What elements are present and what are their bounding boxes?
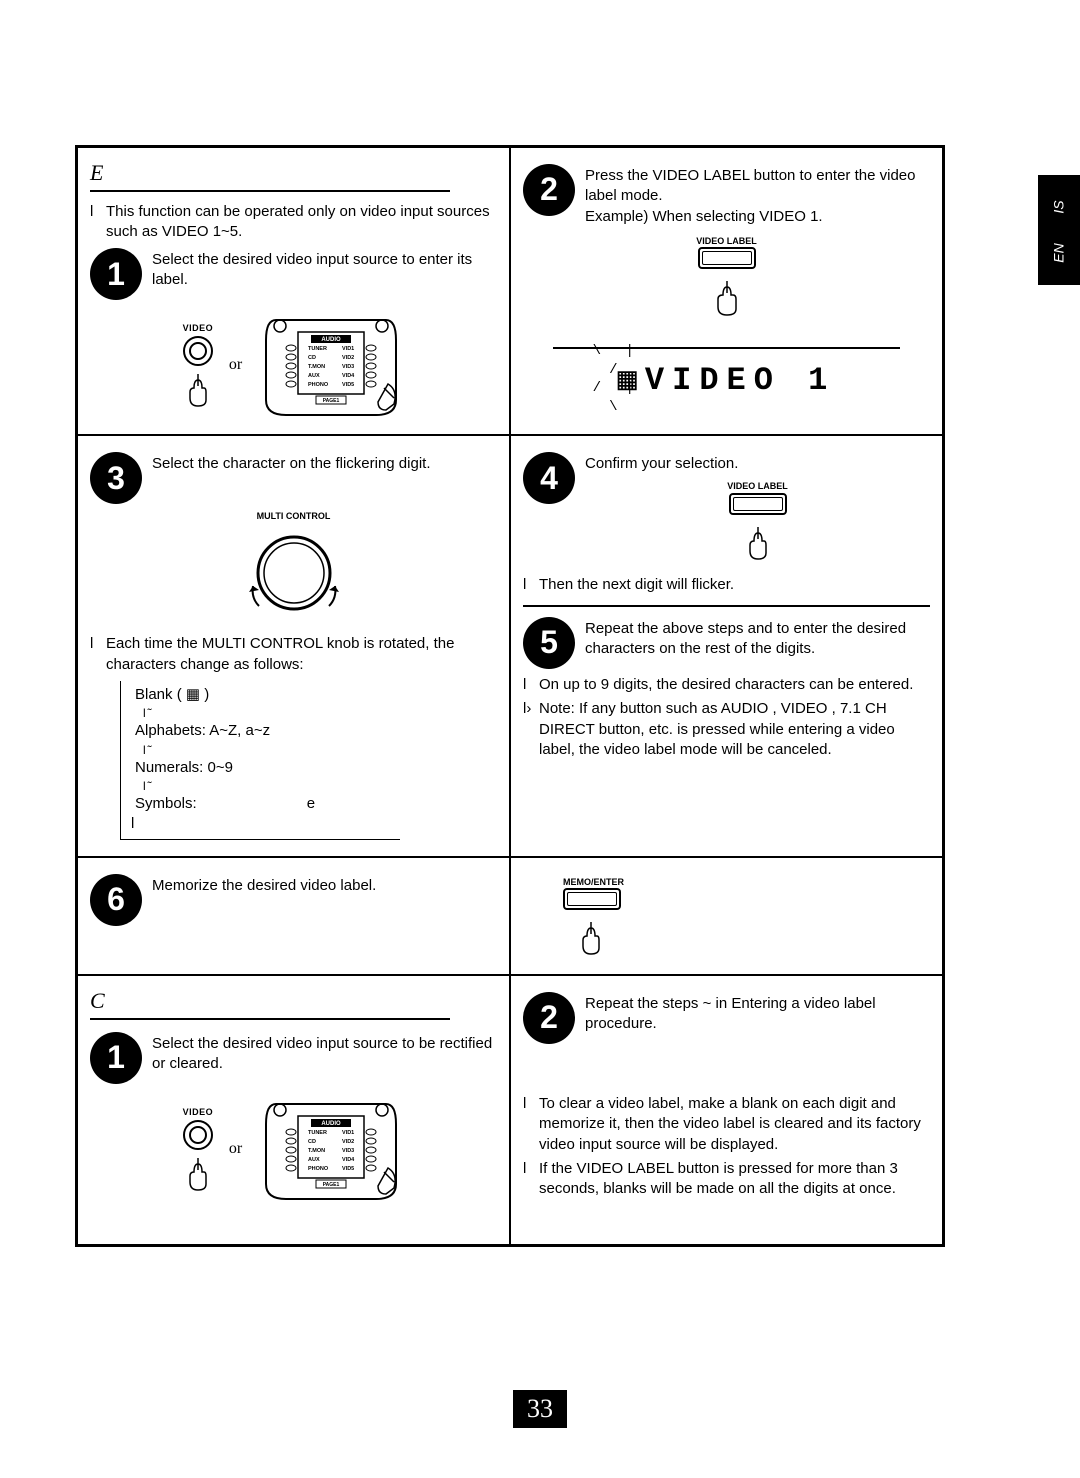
- svg-text:VID5: VID5: [342, 1166, 354, 1172]
- video-button-icon: [181, 1118, 215, 1152]
- cell-step6-right: MEMO/ENTER: [510, 857, 943, 975]
- cell-step3: 3 Select the character on the flickering…: [77, 435, 510, 856]
- step-6-badge: 6: [90, 874, 142, 926]
- svg-text:PAGE1: PAGE1: [323, 1182, 340, 1188]
- svg-text:CD: CD: [308, 1139, 316, 1145]
- svg-text:VID5: VID5: [342, 382, 354, 388]
- page-number: 33: [513, 1390, 567, 1428]
- lang-is: IS: [1051, 200, 1067, 213]
- step-1-text: Select the desired video input source to…: [152, 248, 497, 300]
- step-5-note2: l› Note: If any button such as AUDIO , V…: [523, 699, 930, 760]
- c-step-1-diagram: VIDEO or AUDIO TUNER VID1: [90, 1094, 497, 1204]
- svg-text:AUDIO: AUDIO: [321, 337, 341, 343]
- svg-text:AUDIO: AUDIO: [321, 1121, 341, 1127]
- step-1-badge: 1: [90, 248, 142, 300]
- remote-icon: AUDIO TUNER VID1 CD VID2 T.MON VID3 AUX VID4…: [256, 1094, 406, 1204]
- c-step-2-note1: l To clear a video label, make a blank o…: [523, 1094, 930, 1155]
- step-4-note: l Then the next digit will flicker.: [523, 575, 930, 595]
- step-6-text: Memorize the desired video label.: [152, 874, 497, 926]
- svg-text:VID3: VID3: [342, 364, 354, 370]
- svg-text:CD: CD: [308, 355, 316, 361]
- display-readout: \ | / / | \ ▦VIDEO 1: [553, 347, 900, 402]
- step-4-badge: 4: [523, 452, 575, 504]
- cell-step6-left: 6 Memorize the desired video label.: [77, 857, 510, 975]
- hand-icon: [744, 525, 772, 561]
- language-tab: IS EN: [1038, 175, 1080, 285]
- cell-e-step1: E l This function can be operated only o…: [77, 147, 510, 435]
- video-button-label: VIDEO: [181, 322, 215, 334]
- svg-text:T.MON: T.MON: [308, 1148, 325, 1154]
- manual-page: E l This function can be operated only o…: [75, 145, 945, 1247]
- svg-text:VID4: VID4: [342, 1157, 355, 1163]
- video-label-btn-label-2: VIDEO LABEL: [585, 480, 930, 492]
- svg-text:AUX: AUX: [308, 1157, 320, 1163]
- cell-c-step1: C 1 Select the desired video input sourc…: [77, 975, 510, 1245]
- svg-text:VID1: VID1: [342, 1130, 354, 1136]
- or-text-2: or: [229, 1138, 242, 1160]
- character-sequence-box: Blank ( ▦ ) l˜ Alphabets: A~Z, a~z l˜ Nu…: [120, 681, 400, 840]
- step-2-text: Press the VIDEO LABEL button to enter th…: [585, 164, 930, 227]
- video-button-icon: [181, 334, 215, 368]
- svg-text:TUNER: TUNER: [308, 346, 327, 352]
- cell-step2: 2 Press the VIDEO LABEL button to enter …: [510, 147, 943, 435]
- svg-text:VID2: VID2: [342, 1139, 354, 1145]
- lang-en: EN: [1051, 243, 1067, 262]
- c-step-1-text: Select the desired video input source to…: [152, 1032, 497, 1084]
- svg-text:PHONO: PHONO: [308, 1166, 329, 1172]
- svg-text:T.MON: T.MON: [308, 364, 325, 370]
- svg-text:PAGE1: PAGE1: [323, 398, 340, 404]
- step-2-badge: 2: [523, 164, 575, 216]
- section-e-note: l This function can be operated only on …: [90, 202, 497, 243]
- svg-text:TUNER: TUNER: [308, 1130, 327, 1136]
- svg-text:AUX: AUX: [308, 373, 320, 379]
- step-4-text: Confirm your selection.: [585, 454, 930, 474]
- video-button-label-2: VIDEO: [181, 1106, 215, 1118]
- step-5-text: Repeat the above steps and to enter the …: [585, 617, 930, 669]
- step-3-badge: 3: [90, 452, 142, 504]
- cell-step4-5: 4 Confirm your selection. VIDEO LABEL l …: [510, 435, 943, 856]
- svg-text:VID4: VID4: [342, 373, 355, 379]
- video-label-button-diagram: VIDEO LABEL: [523, 235, 930, 319]
- remote-icon: AUDIO TUNER VID1 CD VID2 T.MON VID3 AUX VID4…: [256, 310, 406, 420]
- svg-text:PHONO: PHONO: [308, 382, 329, 388]
- hand-icon: [184, 1156, 212, 1192]
- video-label-btn-label: VIDEO LABEL: [523, 235, 930, 247]
- step-5-badge: 5: [523, 617, 575, 669]
- c-step-2-note2: l If the VIDEO LABEL button is pressed f…: [523, 1159, 930, 1200]
- multi-control-knob-icon: [239, 528, 349, 628]
- section-e-heading: E: [90, 158, 450, 192]
- step-5-note1: l On up to 9 digits, the desired charact…: [523, 675, 930, 695]
- memo-enter-label: MEMO/ENTER: [563, 876, 930, 888]
- multi-control-label: MULTI CONTROL: [90, 510, 497, 522]
- hand-icon: [577, 920, 605, 956]
- hand-icon: [184, 372, 212, 408]
- cell-c-step2: 2 Repeat the steps ~ in Entering a video…: [510, 975, 943, 1245]
- svg-text:VID1: VID1: [342, 346, 354, 352]
- c-step-2-text: Repeat the steps ~ in Entering a video l…: [585, 992, 930, 1044]
- c-step-1-badge: 1: [90, 1032, 142, 1084]
- section-c-heading: C: [90, 986, 450, 1020]
- svg-text:VID3: VID3: [342, 1148, 354, 1154]
- step-3-note: l Each time the MULTI CONTROL knob is ro…: [90, 634, 497, 675]
- or-text: or: [229, 354, 242, 376]
- hand-icon: [712, 279, 742, 319]
- step-1-diagram: VIDEO or AUDIO TUNER VID1: [90, 310, 497, 420]
- step-3-text: Select the character on the flickering d…: [152, 452, 497, 504]
- c-step-2-badge: 2: [523, 992, 575, 1044]
- svg-text:VID2: VID2: [342, 355, 354, 361]
